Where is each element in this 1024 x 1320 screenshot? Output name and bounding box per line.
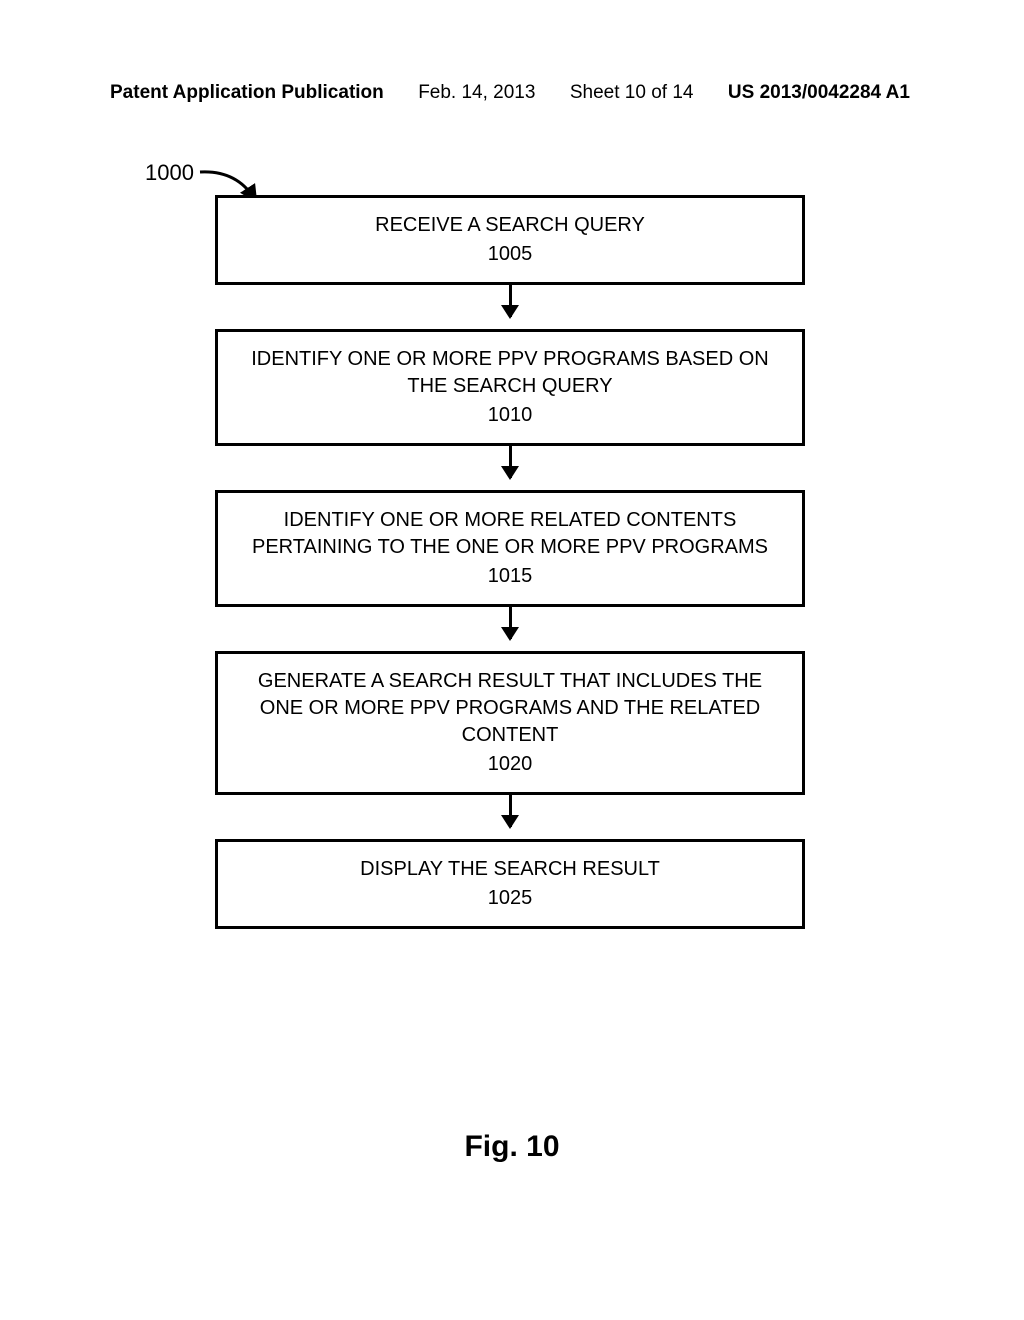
- flow-step-number: 1015: [238, 563, 782, 590]
- arrow-down-icon: [509, 285, 512, 317]
- flow-arrow: [215, 795, 805, 839]
- flow-step-1010: IDENTIFY ONE OR MORE PPV PROGRAMS BASED …: [215, 329, 805, 446]
- flow-arrow: [215, 446, 805, 490]
- flow-arrow: [215, 285, 805, 329]
- header-left: Patent Application Publication: [110, 82, 384, 104]
- arrow-down-icon: [509, 607, 512, 639]
- figure-caption: Fig. 10: [0, 1130, 1024, 1164]
- arrow-down-icon: [509, 446, 512, 478]
- diagram-ref-number: 1000: [145, 160, 194, 186]
- header-pubno: US 2013/0042284 A1: [728, 82, 910, 104]
- flow-step-text: IDENTIFY ONE OR MORE RELATED CONTENTS PE…: [252, 509, 768, 558]
- patent-header: Patent Application Publication Feb. 14, …: [110, 82, 910, 104]
- page: Patent Application Publication Feb. 14, …: [0, 0, 1024, 1320]
- flow-step-1025: DISPLAY THE SEARCH RESULT 1025: [215, 839, 805, 929]
- flow-step-1005: RECEIVE A SEARCH QUERY 1005: [215, 195, 805, 285]
- flow-step-text: DISPLAY THE SEARCH RESULT: [360, 858, 660, 880]
- flow-step-text: GENERATE A SEARCH RESULT THAT INCLUDES T…: [258, 670, 762, 746]
- flow-step-number: 1020: [238, 751, 782, 778]
- flow-step-text: RECEIVE A SEARCH QUERY: [375, 214, 645, 236]
- flow-step-1020: GENERATE A SEARCH RESULT THAT INCLUDES T…: [215, 651, 805, 795]
- flow-step-number: 1025: [238, 885, 782, 912]
- header-sheet: Sheet 10 of 14: [570, 82, 694, 104]
- arrow-down-icon: [509, 795, 512, 827]
- header-date: Feb. 14, 2013: [418, 82, 535, 104]
- flow-step-number: 1010: [238, 402, 782, 429]
- flow-step-number: 1005: [238, 241, 782, 268]
- flowchart: RECEIVE A SEARCH QUERY 1005 IDENTIFY ONE O…: [215, 195, 805, 929]
- flow-arrow: [215, 607, 805, 651]
- flow-step-1015: IDENTIFY ONE OR MORE RELATED CONTENTS PE…: [215, 490, 805, 607]
- flow-step-text: IDENTIFY ONE OR MORE PPV PROGRAMS BASED …: [251, 348, 769, 397]
